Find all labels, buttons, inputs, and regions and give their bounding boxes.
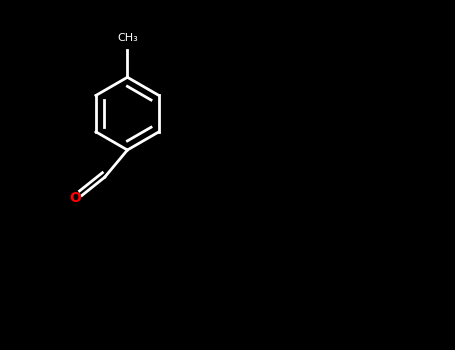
Text: CH₃: CH₃ (117, 33, 138, 43)
Text: O: O (69, 191, 81, 205)
